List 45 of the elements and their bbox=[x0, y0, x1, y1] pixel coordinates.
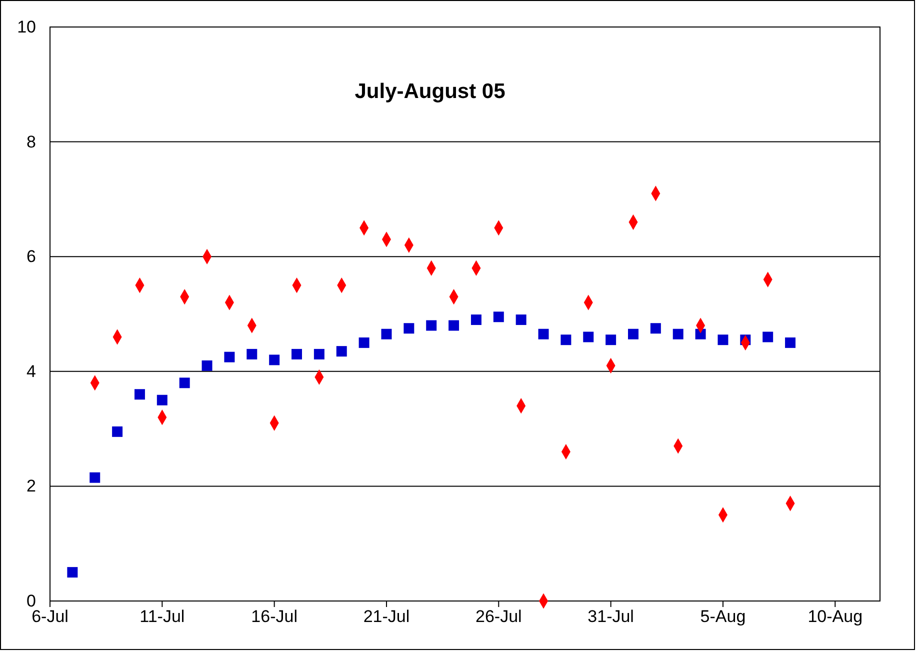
point bbox=[336, 346, 347, 357]
point bbox=[606, 334, 616, 346]
y-tick-label: 10 bbox=[17, 17, 36, 36]
point bbox=[358, 337, 370, 348]
x-tick-label: 31-Jul bbox=[588, 607, 634, 626]
y-tick-label: 8 bbox=[26, 132, 36, 152]
point bbox=[672, 328, 684, 340]
x-tick-label: 16-Jul bbox=[251, 607, 298, 626]
point bbox=[67, 567, 78, 578]
point bbox=[292, 348, 302, 360]
point bbox=[538, 328, 549, 340]
point bbox=[90, 472, 100, 483]
point bbox=[381, 328, 392, 340]
point bbox=[179, 378, 190, 388]
point bbox=[493, 312, 504, 322]
y-tick-label: 2 bbox=[26, 476, 36, 496]
point bbox=[762, 332, 774, 342]
x-tick-label: 10-Aug bbox=[808, 607, 863, 626]
point bbox=[583, 332, 594, 342]
point bbox=[516, 314, 526, 325]
point bbox=[112, 426, 123, 437]
point bbox=[470, 314, 482, 325]
x-tick-label: 21-Jul bbox=[363, 607, 410, 626]
point bbox=[156, 394, 168, 406]
y-tick-label: 6 bbox=[26, 247, 36, 266]
point bbox=[628, 328, 638, 340]
point bbox=[224, 352, 235, 362]
text: July-August 05 bbox=[354, 80, 506, 103]
x-tick-label: 26-Jul bbox=[475, 607, 522, 626]
point bbox=[785, 337, 796, 348]
point bbox=[718, 334, 728, 346]
point bbox=[695, 328, 706, 340]
y-tick-label: 4 bbox=[26, 362, 36, 381]
point bbox=[246, 348, 258, 360]
x-tick-label: 11-Jul bbox=[140, 607, 185, 626]
point bbox=[426, 320, 437, 331]
point bbox=[314, 348, 324, 360]
point bbox=[448, 320, 460, 331]
point bbox=[404, 323, 414, 334]
x-tick-label: 5-Aug bbox=[700, 607, 746, 626]
point bbox=[134, 389, 145, 400]
point bbox=[269, 354, 280, 366]
point bbox=[560, 334, 572, 346]
point bbox=[650, 323, 661, 334]
point bbox=[202, 360, 212, 371]
